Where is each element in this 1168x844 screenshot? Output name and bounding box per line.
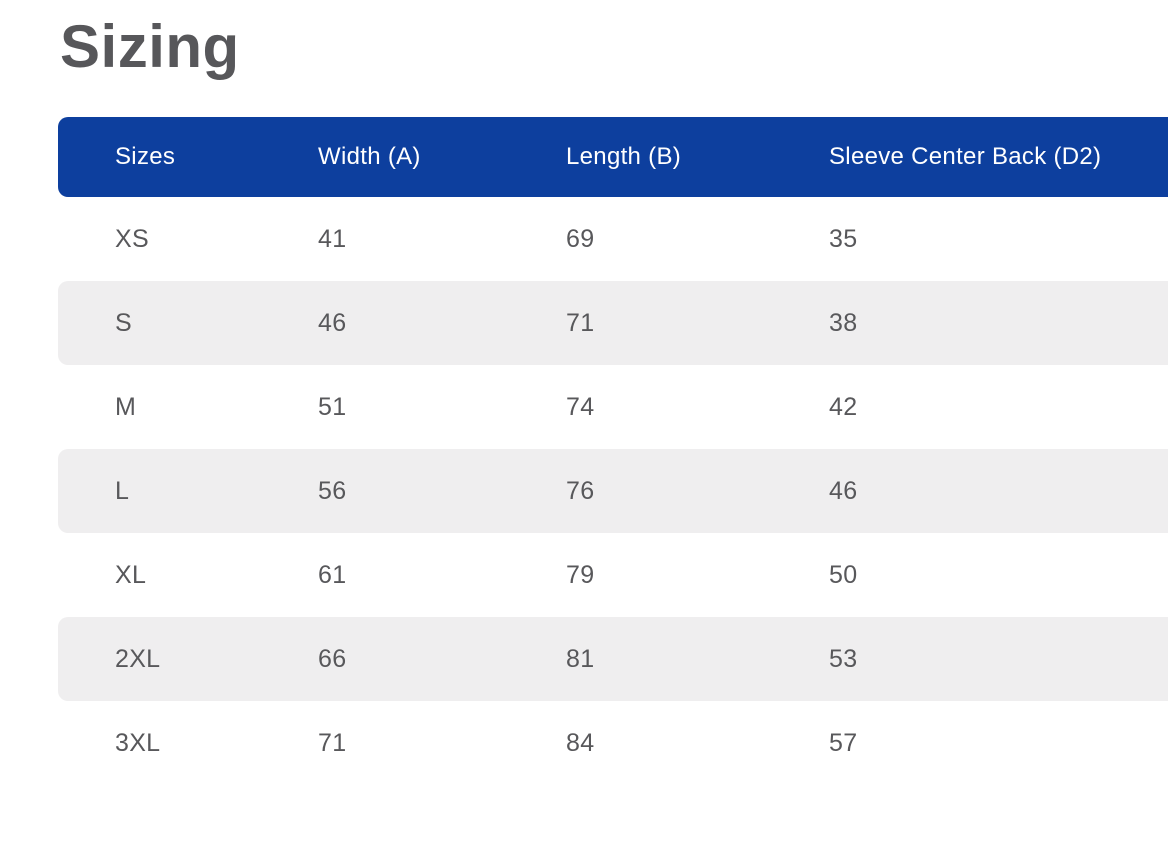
size-cell: XS (115, 224, 149, 253)
sleeve-cell: 42 (829, 392, 858, 421)
width-cell: 46 (318, 281, 566, 365)
width-cell: 71 (318, 728, 347, 757)
table-row: XL 61 79 50 (58, 533, 1168, 617)
width-cell: 66 (318, 617, 566, 701)
length-cell: 69 (566, 224, 595, 253)
sleeve-cell: 46 (829, 449, 1168, 533)
sleeve-cell: 53 (829, 617, 1168, 701)
width-cell: 51 (318, 392, 347, 421)
size-cell: XL (115, 560, 147, 589)
column-header-sizes: Sizes (58, 117, 318, 197)
sizing-section: Sizing Sizes Width (A) Length (B) Sleeve… (58, 13, 1168, 785)
sleeve-cell: 35 (829, 224, 858, 253)
table-row: 3XL 71 84 57 (58, 701, 1168, 785)
width-cell: 41 (318, 224, 347, 253)
column-header-length: Length (B) (566, 117, 829, 197)
page-title: Sizing (60, 13, 240, 80)
table-row: 2XL 66 81 53 (58, 617, 1168, 701)
table-row: S 46 71 38 (58, 281, 1168, 365)
sleeve-cell: 50 (829, 560, 858, 589)
length-cell: 76 (566, 449, 829, 533)
length-cell: 71 (566, 281, 829, 365)
column-header-sleeve-center-back: Sleeve Center Back (D2) (829, 117, 1168, 197)
sleeve-cell: 38 (829, 281, 1168, 365)
length-cell: 79 (566, 560, 595, 589)
sleeve-cell: 57 (829, 728, 858, 757)
length-cell: 81 (566, 617, 829, 701)
width-cell: 61 (318, 560, 347, 589)
size-cell: 2XL (58, 617, 318, 701)
sizing-table: Sizes Width (A) Length (B) Sleeve Center… (58, 117, 1168, 785)
length-cell: 74 (566, 392, 595, 421)
size-cell: L (58, 449, 318, 533)
size-cell: M (115, 392, 137, 421)
table-row: M 51 74 42 (58, 365, 1168, 449)
table-header-row: Sizes Width (A) Length (B) Sleeve Center… (58, 117, 1168, 197)
table-row: XS 41 69 35 (58, 197, 1168, 281)
size-cell: S (58, 281, 318, 365)
width-cell: 56 (318, 449, 566, 533)
length-cell: 84 (566, 728, 595, 757)
table-row: L 56 76 46 (58, 449, 1168, 533)
column-header-width: Width (A) (318, 117, 566, 197)
size-cell: 3XL (115, 728, 161, 757)
